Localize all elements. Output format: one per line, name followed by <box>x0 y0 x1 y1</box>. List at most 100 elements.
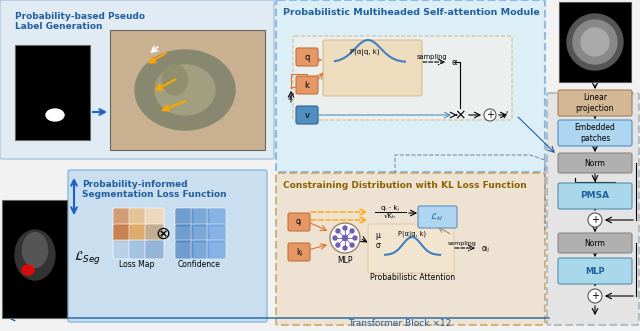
FancyBboxPatch shape <box>368 224 454 273</box>
Ellipse shape <box>155 65 215 115</box>
FancyBboxPatch shape <box>288 243 310 261</box>
Text: v: v <box>305 111 310 119</box>
Text: q: q <box>304 53 310 62</box>
FancyBboxPatch shape <box>145 208 164 227</box>
Text: kⱼ: kⱼ <box>296 248 302 257</box>
Circle shape <box>342 235 348 241</box>
FancyBboxPatch shape <box>558 233 632 253</box>
Text: P(α|q, k): P(α|q, k) <box>398 230 426 238</box>
Ellipse shape <box>22 232 47 267</box>
FancyBboxPatch shape <box>276 0 545 172</box>
Text: Probabilistic Multiheaded Self-attention Module: Probabilistic Multiheaded Self-attention… <box>283 8 540 17</box>
FancyBboxPatch shape <box>207 224 226 243</box>
Text: $\mathcal{L}_{Seg}$: $\mathcal{L}_{Seg}$ <box>74 250 101 266</box>
Circle shape <box>353 236 357 240</box>
Text: Norm: Norm <box>584 159 605 167</box>
Circle shape <box>336 243 340 247</box>
Ellipse shape <box>46 109 64 121</box>
Text: Probability-informed
Segmentation Loss Function: Probability-informed Segmentation Loss F… <box>82 180 227 199</box>
Circle shape <box>573 20 617 64</box>
FancyBboxPatch shape <box>293 36 512 120</box>
Circle shape <box>333 236 337 240</box>
Text: sampling: sampling <box>447 241 476 246</box>
FancyBboxPatch shape <box>2 200 67 318</box>
Circle shape <box>343 246 347 250</box>
Text: qᵢ: qᵢ <box>296 217 302 226</box>
Text: Linear
projection: Linear projection <box>576 93 614 113</box>
FancyBboxPatch shape <box>276 173 545 325</box>
FancyBboxPatch shape <box>296 76 318 94</box>
Text: σ: σ <box>376 241 380 250</box>
FancyBboxPatch shape <box>323 40 422 96</box>
Text: MLP: MLP <box>585 266 605 275</box>
Text: x': x' <box>287 92 294 102</box>
Text: +: + <box>591 291 599 301</box>
FancyBboxPatch shape <box>175 240 194 259</box>
FancyBboxPatch shape <box>207 240 226 259</box>
FancyBboxPatch shape <box>191 208 210 227</box>
Circle shape <box>350 243 354 247</box>
FancyBboxPatch shape <box>558 183 632 209</box>
Ellipse shape <box>163 65 188 95</box>
FancyBboxPatch shape <box>547 93 639 325</box>
Text: Embedded
patches: Embedded patches <box>575 123 616 143</box>
Text: k: k <box>305 80 309 89</box>
Circle shape <box>336 229 340 233</box>
FancyBboxPatch shape <box>288 213 310 231</box>
FancyBboxPatch shape <box>296 106 318 124</box>
Text: Transformer Block ×12: Transformer Block ×12 <box>348 318 452 327</box>
FancyBboxPatch shape <box>129 240 148 259</box>
FancyBboxPatch shape <box>15 45 90 140</box>
Text: √Kₕ: √Kₕ <box>384 214 396 220</box>
Text: Loss Map: Loss Map <box>119 260 155 269</box>
FancyBboxPatch shape <box>558 258 632 284</box>
Text: sampling: sampling <box>417 54 447 60</box>
FancyBboxPatch shape <box>175 224 194 243</box>
Text: α: α <box>451 58 457 67</box>
Text: +: + <box>486 110 494 120</box>
Ellipse shape <box>22 265 34 275</box>
Circle shape <box>343 226 347 230</box>
Text: +: + <box>591 215 599 225</box>
Text: μ: μ <box>376 230 380 240</box>
FancyBboxPatch shape <box>68 170 267 322</box>
Text: $\mathcal{L}_{kl}$: $\mathcal{L}_{kl}$ <box>430 211 444 223</box>
Text: P(α|q, k): P(α|q, k) <box>350 49 380 56</box>
FancyBboxPatch shape <box>558 120 632 146</box>
FancyBboxPatch shape <box>558 153 632 173</box>
Circle shape <box>581 28 609 56</box>
FancyBboxPatch shape <box>129 224 148 243</box>
Text: ⊗: ⊗ <box>156 225 171 243</box>
Ellipse shape <box>15 230 55 280</box>
Text: ×: × <box>454 108 466 122</box>
FancyBboxPatch shape <box>418 206 457 228</box>
FancyBboxPatch shape <box>113 208 132 227</box>
FancyBboxPatch shape <box>113 240 132 259</box>
FancyBboxPatch shape <box>145 224 164 243</box>
Text: Probability-based Pseudo
Label Generation: Probability-based Pseudo Label Generatio… <box>15 12 145 31</box>
Circle shape <box>588 213 602 227</box>
FancyBboxPatch shape <box>191 224 210 243</box>
Circle shape <box>350 229 354 233</box>
Circle shape <box>588 289 602 303</box>
Circle shape <box>567 14 623 70</box>
Text: PMSA: PMSA <box>580 192 609 201</box>
Text: Probabilistic Attention: Probabilistic Attention <box>370 273 455 282</box>
Text: Norm: Norm <box>584 239 605 248</box>
Text: qᵢ · kⱼ: qᵢ · kⱼ <box>381 205 399 211</box>
Text: MLP: MLP <box>337 256 353 265</box>
Circle shape <box>330 223 360 253</box>
Text: αᵢⱼ: αᵢⱼ <box>481 244 489 253</box>
Circle shape <box>484 109 496 121</box>
FancyBboxPatch shape <box>0 0 274 159</box>
FancyBboxPatch shape <box>175 208 194 227</box>
FancyBboxPatch shape <box>558 90 632 116</box>
FancyBboxPatch shape <box>559 2 631 82</box>
FancyBboxPatch shape <box>145 240 164 259</box>
FancyBboxPatch shape <box>191 240 210 259</box>
Text: v': v' <box>501 111 509 119</box>
Text: Constraining Distribution with KL Loss Function: Constraining Distribution with KL Loss F… <box>283 181 527 190</box>
FancyBboxPatch shape <box>129 208 148 227</box>
FancyBboxPatch shape <box>296 48 318 66</box>
Ellipse shape <box>135 50 235 130</box>
